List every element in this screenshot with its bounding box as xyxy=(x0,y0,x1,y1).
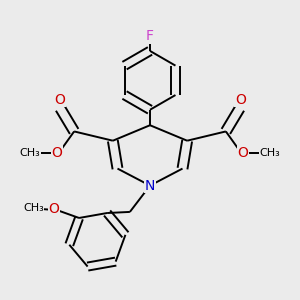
Text: CH₃: CH₃ xyxy=(23,203,44,213)
Text: O: O xyxy=(52,146,63,160)
Text: N: N xyxy=(145,178,155,193)
Text: O: O xyxy=(237,146,248,160)
Text: O: O xyxy=(48,202,59,216)
Text: CH₃: CH₃ xyxy=(260,148,280,158)
Text: O: O xyxy=(235,92,246,106)
Text: F: F xyxy=(146,29,154,43)
Text: O: O xyxy=(54,92,65,106)
Text: CH₃: CH₃ xyxy=(20,148,40,158)
